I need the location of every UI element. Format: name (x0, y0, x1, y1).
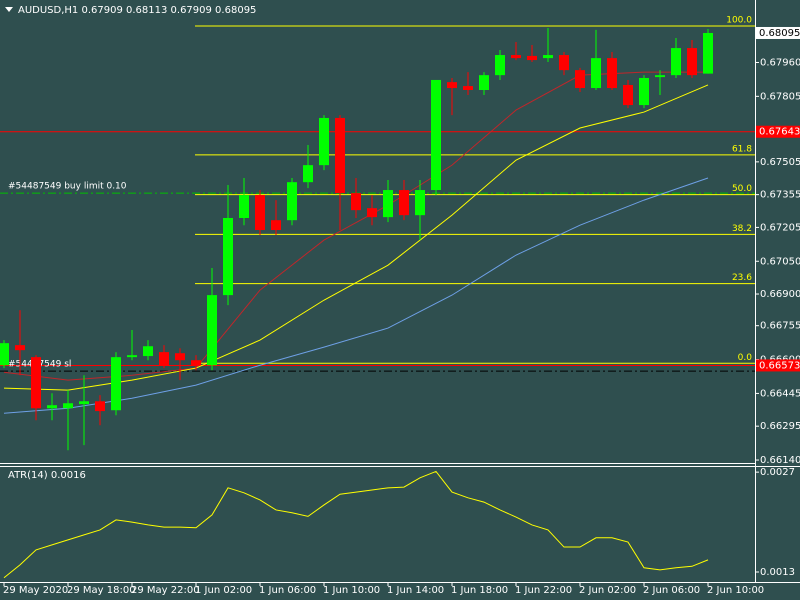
moving-average-line (3, 84, 709, 391)
candle-body (127, 355, 137, 358)
candle-body (591, 58, 601, 89)
candle-body (335, 117, 345, 194)
candle-body (671, 48, 681, 76)
candle-body (31, 357, 41, 409)
y-tick-label: 0.67960 (760, 57, 800, 68)
moving-average-line (3, 177, 709, 414)
candle-body (191, 360, 201, 366)
fib-level-label: 38.2 (732, 224, 752, 234)
price-level-label: 0.66573 (759, 360, 800, 371)
candle-body (223, 218, 233, 296)
candle-body (15, 345, 25, 351)
price-level-marker (756, 125, 800, 138)
atr-line (3, 470, 709, 579)
candle-body (559, 55, 569, 71)
chart-title: AUDUSD,H1 0.67909 0.68113 0.67909 0.6809… (18, 5, 256, 16)
x-tick-label: 29 May 18:00 (67, 585, 136, 596)
candle-body (607, 58, 617, 89)
candle-body (495, 55, 505, 76)
price-level-label: 0.67643 (759, 127, 800, 138)
y-tick-label: 0.66755 (760, 321, 800, 332)
x-tick-label: 1 Jun 18:00 (451, 585, 508, 596)
current-price-label: 0.68095 (759, 28, 800, 39)
price-level-marker (756, 359, 800, 372)
candle-body (687, 48, 697, 76)
x-tick-label: 1 Jun 10:00 (323, 585, 380, 596)
candle-body (527, 55, 537, 61)
candle-body (0, 343, 9, 366)
y-tick-label: 0.67050 (760, 256, 800, 267)
candle-body (575, 70, 585, 89)
x-tick-label: 1 Jun 22:00 (515, 585, 572, 596)
candle-body (623, 84, 633, 106)
candle-body (159, 352, 169, 366)
atr-pane: 0.0027 0.0013 (3, 467, 795, 579)
candle-body (351, 193, 361, 211)
x-tick-label: 1 Jun 06:00 (259, 585, 316, 596)
current-price-marker (756, 26, 800, 39)
x-tick-label: 2 Jun 02:00 (579, 585, 636, 596)
candle-body (655, 75, 665, 78)
candle-body (703, 32, 713, 74)
y-tick-label: 0.66140 (760, 455, 800, 466)
fib-level-label: 50.0 (732, 184, 752, 194)
candle-body (271, 220, 281, 231)
candle-body (399, 190, 409, 216)
y-tick-label: 0.0013 (760, 567, 795, 578)
y-tick-label: 0.67355 (760, 190, 800, 201)
candle-body (255, 195, 265, 231)
y-tick-label: 0.67205 (760, 222, 800, 233)
x-tick-label: 2 Jun 06:00 (643, 585, 700, 596)
x-tick-label: 1 Jun 02:00 (195, 585, 252, 596)
atr-title: ATR(14) 0.0016 (8, 470, 86, 481)
candle-body (63, 403, 73, 409)
candle-body (383, 190, 393, 218)
y-tick-label: 0.67805 (760, 91, 800, 102)
order-label: #54487549 buy limit 0.10 (8, 182, 127, 192)
candle-body (47, 405, 57, 409)
fib-level-label: 23.6 (732, 273, 752, 283)
x-tick-label: 29 May 22:00 (131, 585, 200, 596)
x-tick-label: 2 Jun 10:00 (707, 585, 764, 596)
candle-body (431, 79, 441, 191)
candle-body (111, 357, 121, 411)
candle-body (79, 401, 89, 405)
symbol-menu-icon[interactable] (5, 7, 13, 12)
candle-body (175, 353, 185, 361)
fib-level-label: 0.0 (738, 353, 753, 363)
candle-body (463, 86, 473, 90)
candle-body (511, 55, 521, 59)
candle-body (543, 55, 553, 59)
y-tick-label: 0.66295 (760, 421, 800, 432)
candle-body (319, 117, 329, 166)
candle-body (367, 208, 377, 218)
y-tick-label: 0.66900 (760, 289, 800, 300)
candle-body (287, 182, 297, 221)
candle-body (479, 75, 489, 90)
x-tick-label: 29 May 2020 (3, 585, 68, 596)
candle-body (639, 77, 649, 106)
y-tick-label: 0.66445 (760, 388, 800, 399)
fib-level-label: 100.0 (726, 15, 752, 25)
x-tick-label: 1 Jun 14:00 (387, 585, 444, 596)
y-tick-label: 0.0027 (760, 467, 795, 478)
candle-body (95, 401, 105, 412)
candle-body (447, 82, 457, 89)
main-pane: 0.67960 0.67805 0.67505 0.67355 0.67205 0.670… (0, 15, 800, 596)
candle-body (303, 165, 313, 183)
candle-body (207, 295, 217, 366)
y-tick-label: 0.67505 (760, 157, 800, 168)
moving-average-line (3, 71, 708, 381)
candle-body (239, 195, 249, 219)
candle-body (143, 346, 153, 357)
fib-level-label: 61.8 (732, 144, 752, 154)
candle-body (415, 190, 425, 216)
